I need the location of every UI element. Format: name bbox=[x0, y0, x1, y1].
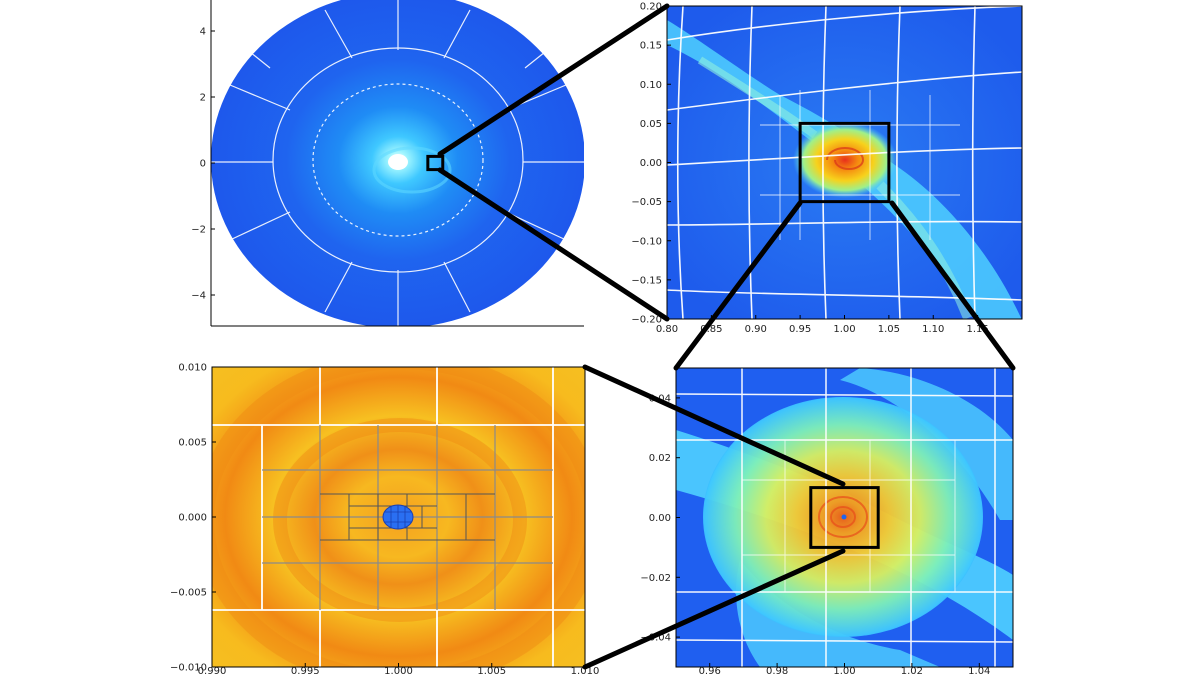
zoom-connectors bbox=[437, 3, 1016, 670]
xtick-label: 1.05 bbox=[878, 324, 900, 335]
connector-tl-tr-top bbox=[437, 3, 670, 157]
xtick-label: 1.005 bbox=[477, 666, 506, 675]
ytick-label: −0.010 bbox=[170, 663, 207, 674]
ytick-label: −0.02 bbox=[640, 573, 671, 584]
yticks: 4 2 0 −2 −4 bbox=[191, 27, 215, 302]
ytick-label: −0.15 bbox=[631, 275, 662, 286]
xtick-label: 0.80 bbox=[656, 324, 678, 335]
ytick-label: −0.005 bbox=[170, 588, 207, 599]
grid-lines bbox=[676, 368, 1013, 667]
ytick-label: 0.010 bbox=[178, 363, 207, 374]
ticks: 0.20 0.15 0.10 0.05 0.00 −0.05 −0.10 −0.15 −0.20… bbox=[631, 2, 988, 336]
ytick-label: −0.04 bbox=[640, 633, 671, 644]
zoom-box bbox=[798, 121, 891, 204]
ytick-label: −0.20 bbox=[631, 315, 662, 326]
xtick-label: 1.10 bbox=[922, 324, 944, 335]
ytick-label: 0.00 bbox=[640, 158, 662, 169]
ytick-label: −4 bbox=[191, 291, 206, 302]
ytick-label: −0.05 bbox=[631, 197, 662, 208]
xtick-label: 0.990 bbox=[198, 666, 227, 675]
ticks: 0.040.020.00−0.02−0.040.960.981.001.021.… bbox=[640, 393, 990, 675]
xtick-label: 0.995 bbox=[291, 666, 320, 675]
connector-tr-br-right bbox=[889, 200, 1016, 371]
ytick-label: 0.005 bbox=[178, 438, 207, 449]
xtick-label: 1.15 bbox=[966, 324, 988, 335]
zoom-box bbox=[809, 486, 880, 549]
ytick-label: 0.05 bbox=[640, 119, 662, 130]
panel-bottom-right: 0.040.020.00−0.02−0.040.960.981.001.021.… bbox=[640, 367, 1014, 675]
ytick-label: 0.20 bbox=[640, 2, 662, 13]
ytick-label: 4 bbox=[200, 27, 206, 38]
ytick-label: 0.10 bbox=[640, 80, 662, 91]
xtick-label: 0.90 bbox=[745, 324, 767, 335]
xtick-label: 1.000 bbox=[384, 666, 413, 675]
connector-tl-tr-bottom bbox=[437, 167, 670, 322]
xtick-label: 1.00 bbox=[833, 666, 855, 675]
xtick-label: 0.95 bbox=[789, 324, 811, 335]
panel-top-left: 4 2 0 −2 −4 bbox=[191, 0, 584, 327]
ytick-label: 2 bbox=[200, 93, 206, 104]
xtick-label: 0.96 bbox=[699, 666, 721, 675]
spiral-arm bbox=[372, 146, 452, 194]
ytick-label: 0.00 bbox=[649, 513, 671, 524]
xtick-label: 1.02 bbox=[901, 666, 923, 675]
zoom-box bbox=[426, 154, 445, 172]
xtick-label: 1.00 bbox=[833, 324, 855, 335]
xtick-label: 1.010 bbox=[571, 666, 600, 675]
xtick-label: 1.04 bbox=[968, 666, 990, 675]
grid-lines bbox=[211, 0, 584, 326]
ytick-label: 0.02 bbox=[649, 453, 671, 464]
connector-br-bl-bottom bbox=[582, 548, 846, 670]
ytick-label: 0.000 bbox=[178, 513, 207, 524]
ytick-label: −2 bbox=[191, 225, 206, 236]
xtick-label: 0.85 bbox=[700, 324, 722, 335]
connector-tr-br-left bbox=[673, 200, 803, 371]
xtick-label: 0.98 bbox=[766, 666, 788, 675]
panel-top-right: 0.20 0.15 0.10 0.05 0.00 −0.05 −0.10 −0.15 −0.20… bbox=[631, 2, 1023, 336]
ytick-label: 0 bbox=[200, 159, 206, 170]
connector-br-bl-top bbox=[582, 364, 846, 487]
ytick-label: 0.15 bbox=[640, 41, 662, 52]
ytick-label: −0.10 bbox=[631, 236, 662, 247]
